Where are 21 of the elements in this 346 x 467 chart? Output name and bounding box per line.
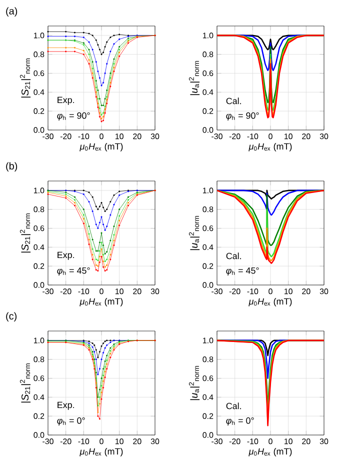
x-axis-title: μ$_{0}$H$_{ex}$ (mT) xyxy=(248,298,292,306)
annotation: φ$_{h}$ = 0° xyxy=(57,417,85,426)
x-axis-title: μ$_{0}$H$_{ex}$ (mT) xyxy=(80,143,123,152)
annotation: φ$_{h}$ = 90° xyxy=(226,112,259,121)
annotation: φ$_{h}$ = 0° xyxy=(226,417,254,426)
annotation: Exp. xyxy=(58,402,74,410)
annotation: φ$_{h}$ = 45° xyxy=(226,267,259,276)
chart-title: (b) xyxy=(6,162,18,172)
chart-title: (a) xyxy=(6,7,18,16)
x-axis-title: μ$_{0}$H$_{ex}$ (mT) xyxy=(80,448,123,456)
chart-title: (c) xyxy=(6,312,17,322)
annotation: φ$_{h}$ = 90° xyxy=(57,112,90,121)
annotation: Cal. xyxy=(226,98,241,104)
annotation: Exp. xyxy=(58,96,74,105)
x-axis-title: μ$_{0}$H$_{ex}$ (mT) xyxy=(80,298,123,306)
x-axis-title: μ$_{0}$H$_{ex}$ (mT) xyxy=(248,143,292,152)
annotation: Cal. xyxy=(226,402,241,410)
x-axis-title: μ$_{0}$H$_{ex}$ (mT) xyxy=(248,448,292,456)
annotation: φ$_{h}$ = 45° xyxy=(57,267,90,276)
annotation: Exp. xyxy=(58,252,74,260)
annotation: Cal. xyxy=(226,252,241,260)
